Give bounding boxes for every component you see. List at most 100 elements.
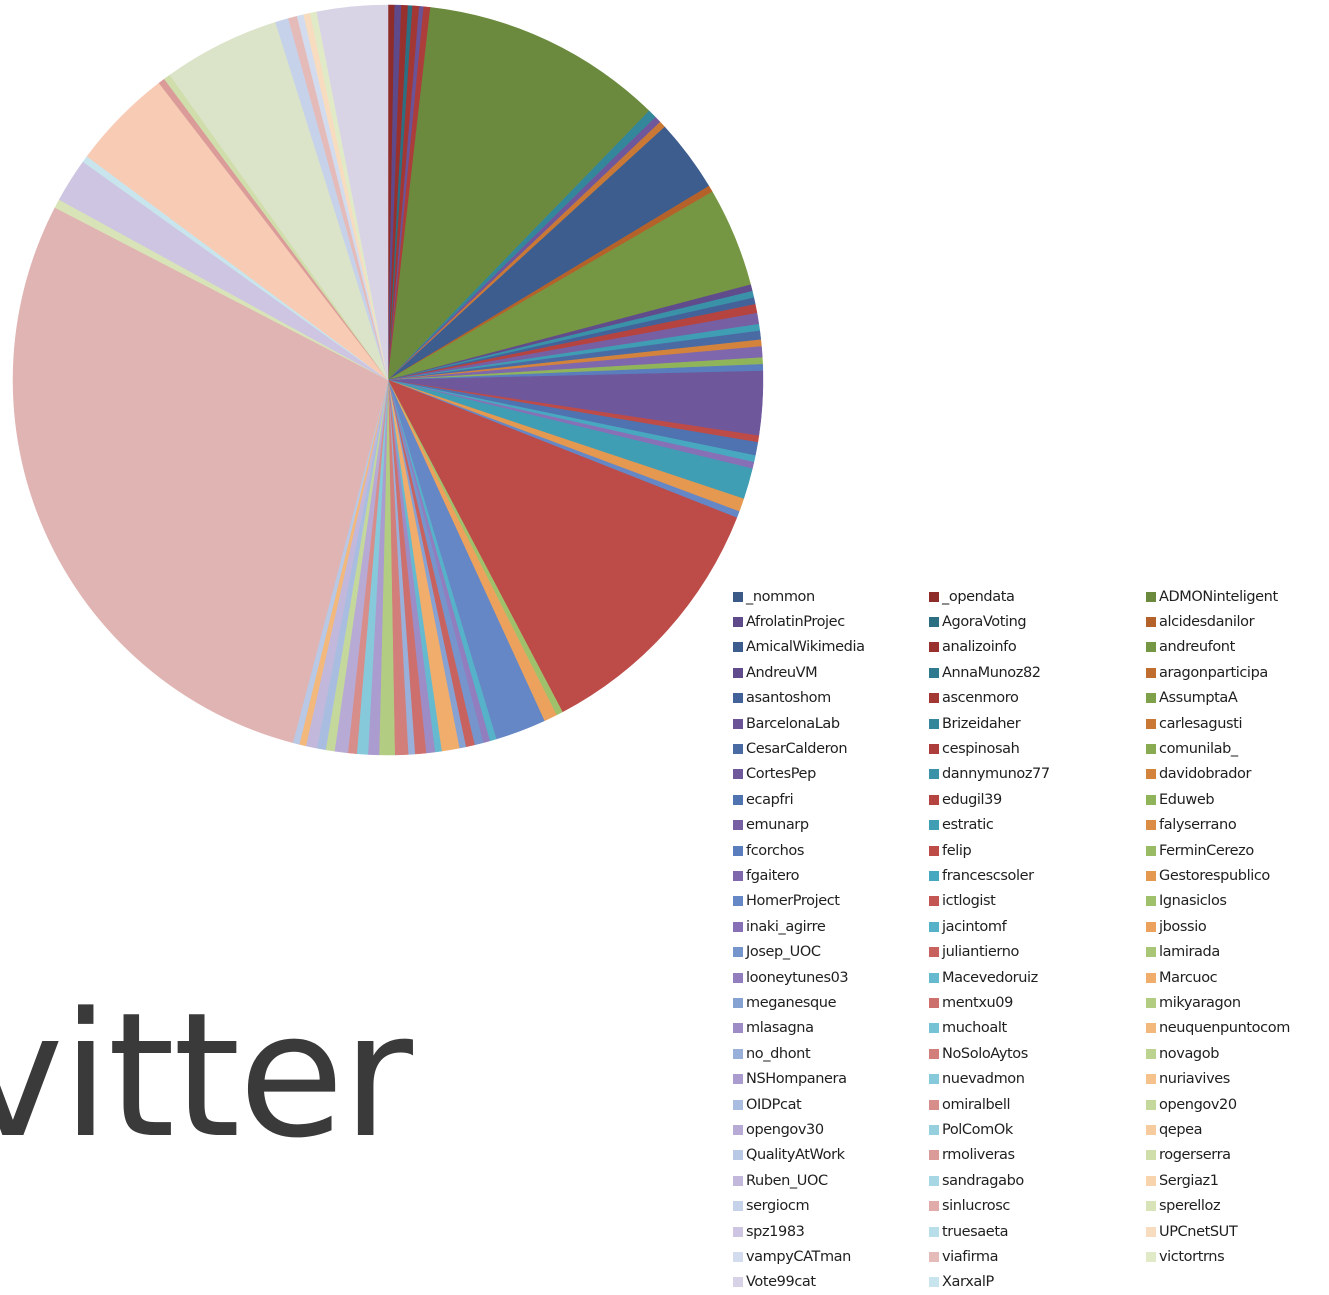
legend-item: estratic — [929, 813, 994, 838]
legend-swatch — [1146, 896, 1156, 907]
legend-swatch — [1146, 667, 1156, 678]
legend-swatch — [733, 896, 743, 907]
legend-swatch — [1146, 591, 1156, 602]
legend-swatch — [1146, 820, 1156, 831]
legend-label: ictlogist — [942, 893, 996, 910]
legend-item: falyserrano — [1146, 813, 1237, 838]
pie-slice-71 — [316, 4, 389, 381]
legend-label: andreufont — [1159, 639, 1235, 656]
legend-label: mikyaragon — [1159, 994, 1241, 1011]
legend-item: inaki_agirre — [733, 914, 826, 939]
legend-label: omiralbell — [942, 1096, 1011, 1113]
legend-label: cespinosah — [942, 740, 1020, 757]
legend-item: emunarp — [733, 813, 809, 838]
legend-label: Josep_UOC — [746, 944, 821, 961]
legend-swatch — [1146, 1150, 1156, 1161]
legend-item: francescsoler — [929, 863, 1034, 888]
legend-swatch — [1146, 718, 1156, 729]
legend-label: mentxu09 — [942, 994, 1013, 1011]
legend-swatch — [1146, 870, 1156, 881]
legend-item: davidobrador — [1146, 762, 1251, 787]
legend-label: asantoshom — [746, 690, 831, 707]
legend-item: sperelloz — [1146, 1194, 1221, 1219]
legend-label: ecapfri — [746, 791, 794, 808]
legend-item: BarcelonaLab — [733, 711, 840, 736]
legend-item: NSHompanera — [733, 1067, 847, 1092]
legend-swatch — [1146, 921, 1156, 932]
legend-label: analizoinfo — [942, 639, 1017, 656]
legend-swatch — [929, 820, 939, 831]
legend-swatch — [929, 1175, 939, 1186]
legend-item: victortrns — [1146, 1244, 1225, 1269]
pie-slice-7 — [387, 7, 650, 381]
legend-label: AfrolatinProjec — [746, 613, 845, 630]
legend-label: estratic — [942, 817, 994, 834]
legend-swatch — [929, 972, 939, 983]
legend-label: Ruben_UOC — [746, 1172, 828, 1189]
legend-label: HomerProject — [746, 893, 840, 910]
legend-item: spz1983 — [733, 1219, 805, 1244]
legend-item: alcidesdanilor — [1146, 609, 1255, 634]
legend-item: NoSoloAytos — [929, 1041, 1028, 1066]
legend-swatch — [733, 1150, 743, 1161]
legend-label: opengov30 — [746, 1121, 824, 1138]
legend-label: looneytunes03 — [746, 969, 849, 986]
legend-item: ecapfri — [733, 787, 794, 812]
legend-label: ADMONinteligent — [1159, 588, 1278, 605]
legend-swatch — [1146, 972, 1156, 983]
legend-item: Gestorespublico — [1146, 863, 1270, 888]
legend-item: truesaeta — [929, 1219, 1008, 1244]
legend-swatch — [733, 1074, 743, 1085]
legend-swatch — [929, 1150, 939, 1161]
legend-item: PolComOk — [929, 1117, 1013, 1142]
legend-swatch — [1146, 769, 1156, 780]
legend-item: AmicalWikimedia — [733, 635, 865, 660]
legend-item: AssumptaA — [1146, 686, 1238, 711]
legend-swatch — [929, 921, 939, 932]
legend-label: Vote99cat — [746, 1274, 816, 1291]
legend-item: edugil39 — [929, 787, 1002, 812]
legend-swatch — [1146, 997, 1156, 1008]
legend-swatch — [733, 1226, 743, 1237]
legend-label: edugil39 — [942, 791, 1002, 808]
legend-label: NoSoloAytos — [942, 1045, 1028, 1062]
legend-swatch — [1146, 1074, 1156, 1085]
legend-item: CesarCalderon — [733, 736, 848, 761]
legend-swatch — [733, 794, 743, 805]
legend-item: andreufont — [1146, 635, 1235, 660]
legend-swatch — [929, 1124, 939, 1135]
legend-item: opengov30 — [733, 1117, 824, 1142]
legend-item: fcorchos — [733, 838, 804, 863]
legend-item: novagob — [1146, 1041, 1219, 1066]
legend-label: carlesagusti — [1159, 715, 1243, 732]
legend-swatch — [733, 947, 743, 958]
legend-label: lamirada — [1159, 944, 1220, 961]
legend-label: Sergiaz1 — [1159, 1172, 1219, 1189]
legend-swatch — [1146, 693, 1156, 704]
legend-item: Sergiaz1 — [1146, 1168, 1219, 1193]
legend-swatch — [929, 616, 939, 627]
legend-label: CesarCalderon — [746, 740, 848, 757]
legend-swatch — [733, 743, 743, 754]
legend-label: felip — [942, 842, 972, 859]
legend-item: looneytunes03 — [733, 965, 849, 990]
legend-item: dannymunoz77 — [929, 762, 1050, 787]
legend-label: muchoalt — [942, 1020, 1007, 1037]
legend-swatch — [1146, 743, 1156, 754]
legend-item: sergiocm — [733, 1194, 810, 1219]
legend-swatch — [733, 997, 743, 1008]
legend-item: jacintomf — [929, 914, 1007, 939]
legend-item: jbossio — [1146, 914, 1207, 939]
legend-item: rogerserra — [1146, 1143, 1231, 1168]
legend-item: mentxu09 — [929, 990, 1013, 1015]
legend-swatch — [929, 947, 939, 958]
legend-swatch — [733, 820, 743, 831]
legend-label: AnnaMunoz82 — [942, 664, 1041, 681]
legend-swatch — [929, 1226, 939, 1237]
legend-label: francescsoler — [942, 867, 1034, 884]
legend-label: FerminCerezo — [1159, 842, 1254, 859]
legend-swatch — [929, 1251, 939, 1262]
legend-label: XarxalP — [942, 1274, 994, 1291]
legend-item: vampyCATman — [733, 1244, 851, 1269]
